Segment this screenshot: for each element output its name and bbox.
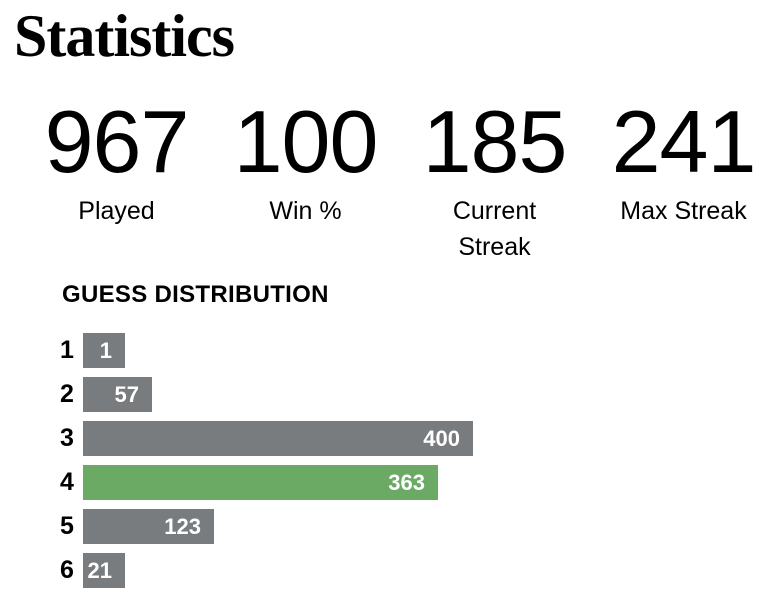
guess-row-6: 6 21 [60, 553, 778, 589]
stat-win-percent-label: Win % [269, 197, 342, 226]
guess-row-3-count: 400 [423, 425, 460, 451]
stat-current-streak-value: 185 [422, 92, 568, 191]
guess-row-4-bar: 363 [83, 465, 438, 501]
guess-row-5: 5 123 [60, 509, 778, 545]
guess-row-2-label: 2 [60, 380, 74, 409]
guess-row-6-count: 21 [87, 557, 112, 583]
guess-distribution-title: GUESS DISTRIBUTION [62, 281, 329, 309]
guess-row-3: 3 400 [60, 421, 778, 457]
stat-current-streak-label: Current Streak [452, 197, 537, 262]
guess-row-3-label: 3 [60, 424, 74, 453]
guess-distribution-section: GUESS DISTRIBUTION 1 1 2 57 3 400 [60, 281, 778, 589]
page-title: Statistics [14, 3, 235, 69]
guess-row-6-bar: 21 [83, 553, 125, 589]
guess-row-2-bar: 57 [83, 377, 152, 413]
stat-current-streak: 185 Current Streak [400, 92, 589, 265]
stat-max-streak: 241 Max Streak [589, 92, 778, 265]
guess-row-1: 1 1 [60, 333, 778, 369]
stat-played: 967 Played [22, 92, 211, 265]
guess-row-4: 4 363 [60, 465, 778, 501]
guess-row-3-bar: 400 [83, 421, 473, 457]
guess-row-1-bar: 1 [83, 333, 125, 369]
guess-row-2: 2 57 [60, 377, 778, 413]
guess-row-4-label: 4 [60, 468, 74, 497]
stat-played-label: Played [78, 197, 155, 226]
guess-row-5-count: 123 [164, 513, 201, 539]
guess-distribution-chart: 1 1 2 57 3 400 4 363 [60, 333, 778, 589]
guess-row-1-count: 1 [99, 337, 112, 363]
guess-row-5-label: 5 [60, 512, 74, 541]
stat-played-value: 967 [44, 92, 190, 191]
stat-max-streak-label: Max Streak [620, 197, 747, 226]
guess-row-4-count: 363 [388, 469, 425, 495]
guess-row-2-count: 57 [114, 381, 139, 407]
guess-row-6-label: 6 [60, 556, 74, 585]
statistics-panel: Statistics 967 Played 100 Win % 185 Curr… [0, 6, 778, 598]
stat-max-streak-value: 241 [611, 92, 757, 191]
stats-summary: 967 Played 100 Win % 185 Current Streak … [22, 92, 778, 265]
guess-row-5-bar: 123 [83, 509, 214, 545]
stat-win-percent-value: 100 [233, 92, 379, 191]
guess-row-1-label: 1 [60, 336, 74, 365]
stat-win-percent: 100 Win % [211, 92, 400, 265]
